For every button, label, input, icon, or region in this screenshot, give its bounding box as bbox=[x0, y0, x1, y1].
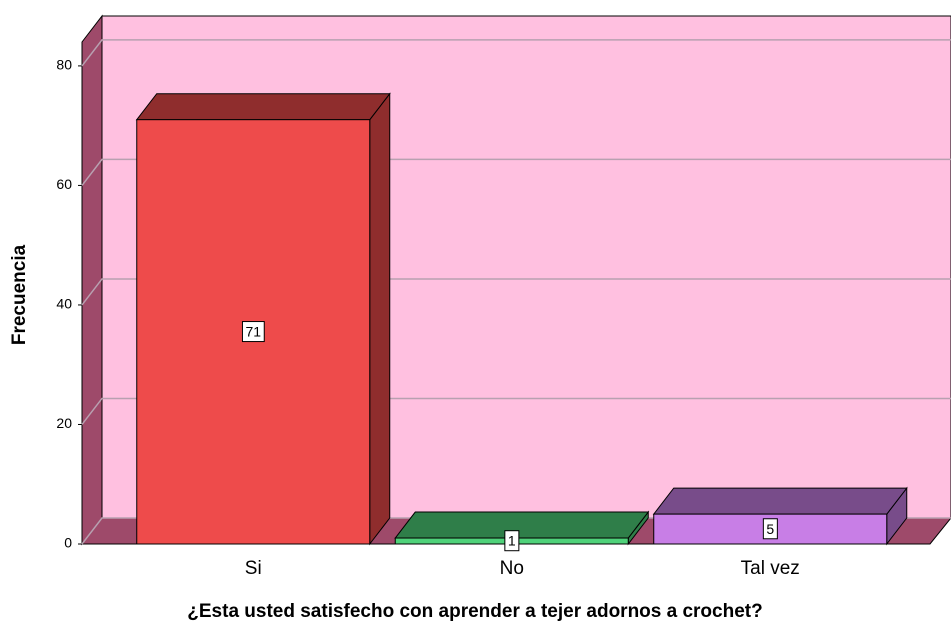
value-label: 5 bbox=[766, 521, 774, 537]
y-tick-label: 0 bbox=[64, 535, 72, 551]
x-axis-title: ¿Esta usted satisfecho con aprender a te… bbox=[187, 601, 762, 622]
grid-line bbox=[81, 278, 951, 306]
value-label-box bbox=[762, 518, 778, 540]
value-label: 1 bbox=[508, 533, 516, 549]
y-tick-label: 40 bbox=[56, 296, 72, 312]
y-tick-label: 20 bbox=[56, 415, 72, 431]
y-axis-title: Frecuencia bbox=[9, 244, 30, 345]
grid-line bbox=[81, 397, 951, 425]
value-label-box bbox=[241, 321, 265, 343]
bar-side bbox=[369, 92, 391, 546]
value-label-box bbox=[504, 530, 520, 552]
bar-top bbox=[135, 93, 391, 121]
grid-line bbox=[81, 158, 951, 186]
y-tick-label: 80 bbox=[56, 57, 72, 73]
bar bbox=[394, 510, 650, 546]
x-tick-label: Si bbox=[245, 558, 262, 579]
bar-top bbox=[652, 487, 908, 515]
x-tick-label: No bbox=[500, 558, 524, 579]
value-label: 71 bbox=[245, 324, 261, 340]
bar-top bbox=[394, 511, 650, 539]
bar bbox=[135, 92, 391, 546]
bar bbox=[652, 486, 908, 546]
left-wall bbox=[81, 14, 103, 546]
y-tick-label: 60 bbox=[56, 176, 72, 192]
x-tick-label: Tal vez bbox=[741, 558, 800, 579]
grid-line bbox=[81, 39, 951, 67]
